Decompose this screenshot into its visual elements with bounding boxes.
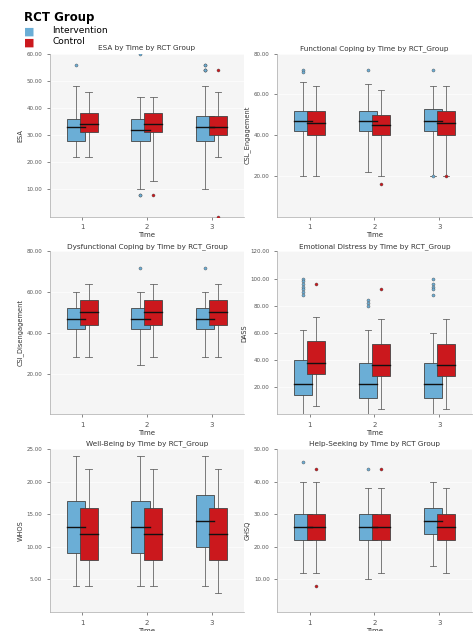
Text: Control: Control <box>52 37 85 46</box>
Bar <box>424 363 442 398</box>
Y-axis label: WHOS: WHOS <box>18 520 24 541</box>
X-axis label: Time: Time <box>138 232 155 239</box>
Bar <box>424 109 442 131</box>
Bar <box>131 119 149 141</box>
Bar <box>372 514 390 540</box>
Bar <box>67 309 85 329</box>
Bar <box>131 309 149 329</box>
Bar <box>196 309 214 329</box>
Bar <box>196 116 214 141</box>
Y-axis label: CSI_Disengagement: CSI_Disengagement <box>17 299 24 367</box>
Bar <box>424 508 442 534</box>
Y-axis label: CSL_Engagement: CSL_Engagement <box>245 106 251 164</box>
Bar <box>294 514 312 540</box>
Bar <box>145 300 163 325</box>
Bar <box>80 508 98 560</box>
Bar <box>307 110 325 135</box>
Title: ESA by Time by RCT Group: ESA by Time by RCT Group <box>99 45 195 51</box>
Bar <box>209 116 227 135</box>
Bar <box>307 514 325 540</box>
X-axis label: Time: Time <box>366 232 383 239</box>
Text: ■: ■ <box>24 27 34 37</box>
Bar <box>67 119 85 141</box>
Title: Help-Seeking by Time by RCT Group: Help-Seeking by Time by RCT Group <box>309 440 440 447</box>
Text: ■: ■ <box>24 38 34 48</box>
Bar <box>372 115 390 135</box>
Bar <box>145 508 163 560</box>
X-axis label: Time: Time <box>138 628 155 631</box>
Bar <box>307 341 325 374</box>
Bar <box>67 501 85 553</box>
Bar <box>437 344 455 376</box>
Text: Intervention: Intervention <box>52 26 108 35</box>
Y-axis label: ESA: ESA <box>18 129 24 141</box>
X-axis label: Time: Time <box>366 628 383 631</box>
Title: Emotional Distress by Time by RCT_Group: Emotional Distress by Time by RCT_Group <box>299 243 450 250</box>
Bar <box>437 110 455 135</box>
Bar <box>359 110 377 131</box>
Bar <box>145 114 163 133</box>
Y-axis label: GHSQ: GHSQ <box>245 521 251 540</box>
Bar <box>131 501 149 553</box>
X-axis label: Time: Time <box>366 430 383 436</box>
Bar <box>209 508 227 560</box>
Bar <box>209 300 227 325</box>
Bar <box>359 363 377 398</box>
Y-axis label: DASS: DASS <box>242 324 247 341</box>
Title: Well-Being by Time by RCT_Group: Well-Being by Time by RCT_Group <box>86 440 208 447</box>
Bar <box>80 114 98 133</box>
Bar <box>294 110 312 131</box>
Bar <box>359 514 377 540</box>
Text: RCT Group: RCT Group <box>24 11 94 25</box>
Bar <box>80 300 98 325</box>
Bar <box>372 344 390 376</box>
Title: Dysfunctional Coping by Time by RCT_Group: Dysfunctional Coping by Time by RCT_Grou… <box>66 243 228 250</box>
Title: Functional Coping by Time by RCT_Group: Functional Coping by Time by RCT_Group <box>300 45 449 52</box>
Bar <box>437 514 455 540</box>
Bar <box>294 360 312 396</box>
X-axis label: Time: Time <box>138 430 155 436</box>
Bar <box>196 495 214 547</box>
